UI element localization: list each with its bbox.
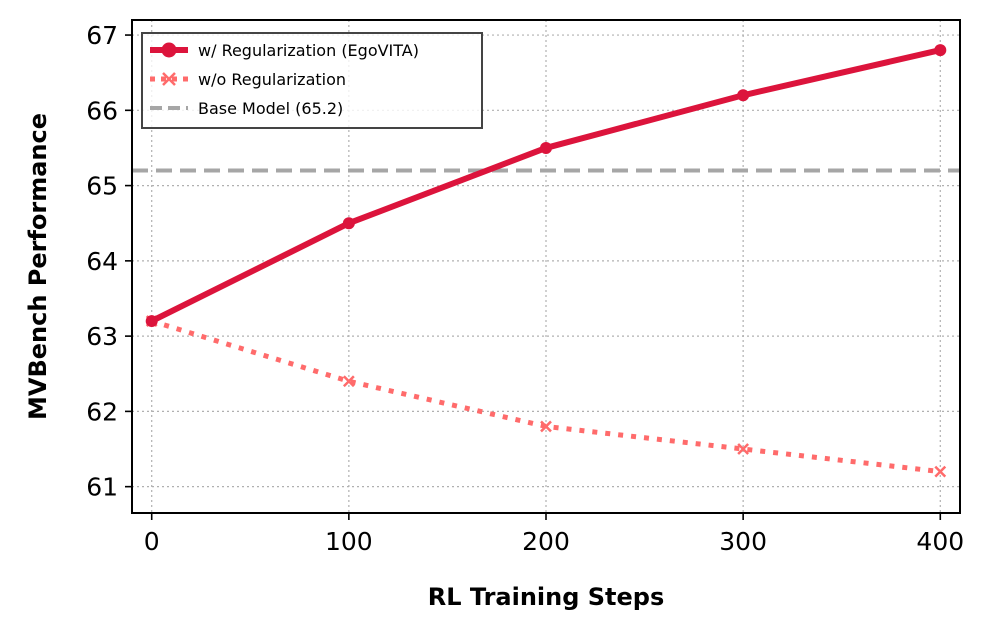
y-tick-label: 67 (86, 21, 118, 50)
series-1 (145, 44, 947, 328)
y-tick-label: 63 (86, 322, 118, 351)
x-axis-title: RL Training Steps (428, 583, 665, 611)
legend-swatch-marker (162, 72, 176, 86)
legend-box (141, 32, 483, 129)
legend-label: w/ Regularization (EgoVITA) (198, 41, 419, 60)
x-axis: 0 100 200 300 400 (144, 513, 964, 556)
x-tick-label: 400 (916, 527, 964, 556)
y-tick-label: 61 (86, 473, 118, 502)
series-1-point (934, 44, 947, 57)
legend-label: w/o Regularization (198, 70, 346, 89)
x-tick-label: 0 (144, 527, 160, 556)
series-1-point (145, 315, 158, 328)
legend: w/ Regularization (EgoVITA) w/o Regulariz… (141, 32, 483, 129)
y-tick-label: 62 (86, 397, 118, 426)
series-2-point (342, 375, 355, 388)
series-1-point (737, 89, 750, 102)
grid (132, 20, 960, 513)
y-axis: 61 62 63 64 65 66 67 (86, 21, 132, 502)
series-layer (145, 44, 947, 478)
y-tick-label: 65 (86, 172, 118, 201)
series-2-point (934, 465, 947, 478)
legend-swatch-marker (161, 42, 177, 58)
series-2-point (737, 443, 750, 455)
series-1-point (342, 217, 355, 230)
y-tick-label: 64 (86, 247, 118, 276)
series-1-point (540, 141, 552, 154)
series-2-point (540, 420, 552, 433)
x-tick-label: 100 (325, 527, 373, 556)
x-tick-label: 200 (522, 527, 570, 556)
x-tick-label: 300 (719, 527, 767, 556)
y-tick-label: 66 (86, 96, 118, 125)
y-axis-title: MVBench Performance (24, 113, 52, 420)
legend-label: Base Model (65.2) (198, 99, 343, 118)
series-2 (145, 315, 947, 478)
